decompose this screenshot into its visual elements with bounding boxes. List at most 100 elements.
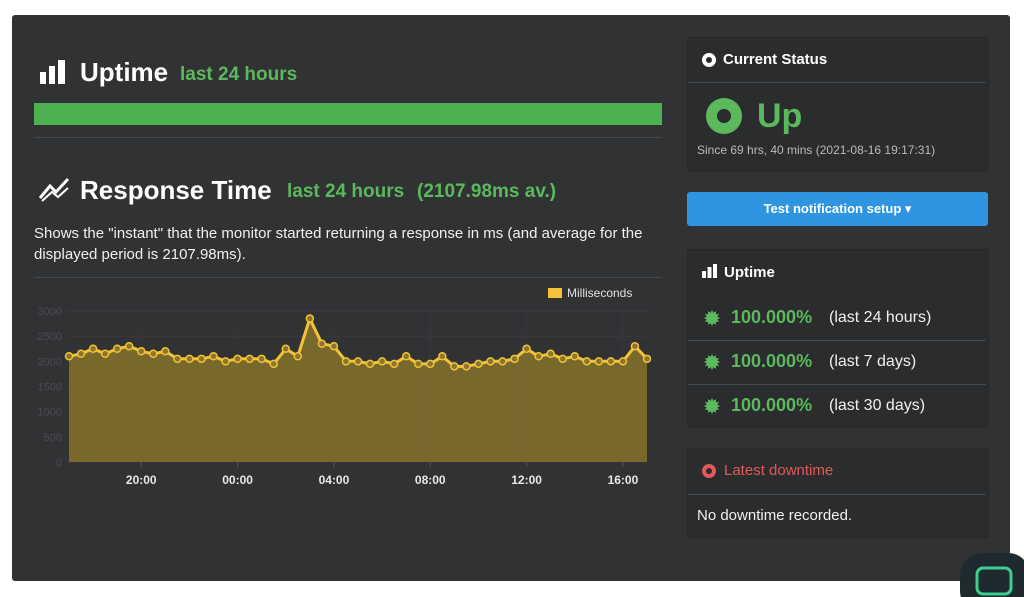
x-tick-label: 16:00 — [608, 473, 639, 487]
separator — [688, 384, 986, 385]
button-label: Test notification setup — [763, 201, 902, 216]
point — [618, 357, 628, 366]
x-tick-label: 04:00 — [319, 473, 350, 487]
point — [185, 354, 194, 364]
uptime-card — [687, 249, 989, 428]
y-tick-label: 500 — [44, 432, 62, 444]
uptime-period: (last 7 days) — [829, 353, 917, 370]
uptime-card-title: Uptime — [724, 264, 775, 281]
point — [76, 349, 86, 359]
downtime-card — [687, 448, 989, 538]
point — [124, 341, 134, 351]
point — [426, 359, 435, 369]
downtime-title: Latest downtime — [724, 462, 834, 479]
point — [474, 359, 483, 369]
point — [88, 344, 98, 353]
point — [642, 354, 652, 364]
point — [100, 349, 110, 359]
point — [64, 352, 74, 361]
legend-label: Milliseconds — [567, 286, 632, 300]
uptime-percent: 100.000% — [731, 351, 813, 371]
point — [209, 352, 218, 361]
separator — [688, 82, 986, 83]
point — [173, 354, 182, 364]
badge-icon — [704, 310, 720, 326]
point — [221, 357, 230, 366]
point — [582, 357, 592, 366]
point — [534, 352, 543, 361]
response-subtitle: last 24 hours — [287, 181, 405, 202]
downtime-icon — [702, 464, 716, 478]
bar-icon — [702, 264, 717, 278]
y-tick-label: 2500 — [38, 331, 62, 343]
status-text: Up — [757, 97, 803, 135]
badge-icon — [704, 398, 720, 414]
point — [546, 349, 555, 359]
up-icon — [706, 98, 742, 134]
point — [197, 354, 206, 364]
response-title: Response Time — [80, 175, 272, 205]
notification-button[interactable]: Test notification setup ▾ — [687, 192, 988, 226]
point — [269, 359, 278, 369]
point — [522, 344, 531, 353]
x-tick-label: 20:00 — [126, 473, 157, 487]
point — [112, 344, 122, 353]
uptime-period: (last 30 days) — [829, 397, 926, 414]
uptime-percent: 100.000% — [731, 307, 813, 327]
x-tick-label: 12:00 — [511, 473, 542, 487]
point — [462, 362, 471, 371]
point — [606, 357, 616, 366]
y-tick-label: 2000 — [38, 356, 62, 368]
point — [570, 352, 579, 361]
point — [149, 349, 158, 359]
point — [413, 359, 423, 369]
point — [401, 352, 411, 361]
separator — [34, 137, 662, 138]
point — [317, 339, 327, 348]
status-icon — [702, 53, 716, 67]
point — [161, 347, 170, 356]
downtime-message: No downtime recorded. — [697, 507, 853, 524]
point — [377, 357, 387, 366]
uptime-percent: 100.000% — [731, 395, 813, 415]
point — [510, 354, 519, 364]
point — [389, 359, 399, 369]
point — [245, 354, 254, 364]
chat-widget[interactable] — [960, 553, 1024, 597]
uptime-title: Uptime — [80, 57, 169, 87]
point — [329, 341, 339, 351]
area — [69, 318, 647, 462]
x-tick-label: 00:00 — [222, 473, 253, 487]
point — [305, 314, 315, 323]
point — [365, 359, 375, 369]
uptime-subtitle: last 24 hours — [180, 64, 298, 85]
point — [630, 341, 640, 351]
y-tick-label: 3000 — [38, 306, 62, 318]
uptime-period: (last 24 hours) — [829, 309, 932, 326]
bar-icon — [40, 60, 65, 84]
current-status-title: Current Status — [723, 51, 828, 68]
point — [450, 362, 459, 371]
legend-swatch — [548, 288, 562, 298]
separator — [688, 494, 986, 495]
point — [558, 354, 567, 364]
point — [498, 357, 507, 366]
point — [438, 352, 447, 361]
point — [353, 357, 363, 366]
point — [341, 357, 351, 366]
point — [257, 354, 266, 364]
point — [293, 352, 303, 361]
chart-icon — [38, 177, 70, 202]
response-average: (2107.98ms av.) — [417, 181, 557, 202]
uptime-bar — [34, 103, 662, 125]
x-tick-label: 08:00 — [415, 473, 446, 487]
point — [233, 354, 242, 364]
point — [594, 357, 604, 366]
point — [486, 357, 495, 366]
badge-icon — [704, 354, 720, 370]
separator — [34, 277, 662, 278]
status-since: Since 69 hrs, 40 mins (2021-08-16 19:17:… — [697, 143, 936, 157]
point — [281, 344, 290, 353]
